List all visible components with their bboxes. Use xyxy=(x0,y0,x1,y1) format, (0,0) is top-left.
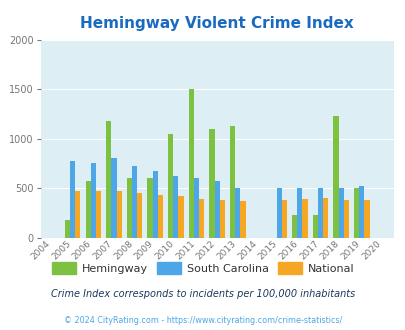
Bar xyxy=(111,158,116,238)
Bar xyxy=(230,126,235,238)
Bar xyxy=(209,129,214,238)
Bar xyxy=(116,190,121,238)
Bar xyxy=(188,89,194,238)
Bar xyxy=(137,193,142,238)
Bar xyxy=(296,188,302,238)
Text: Crime Index corresponds to incidents per 100,000 inhabitants: Crime Index corresponds to incidents per… xyxy=(51,289,354,299)
Bar xyxy=(106,121,111,238)
Bar xyxy=(126,178,132,238)
Bar xyxy=(75,190,80,238)
Bar xyxy=(276,188,281,238)
Bar xyxy=(70,161,75,238)
Bar xyxy=(65,220,70,238)
Bar xyxy=(358,185,363,238)
Bar xyxy=(96,190,101,238)
Title: Hemingway Violent Crime Index: Hemingway Violent Crime Index xyxy=(80,16,353,31)
Bar xyxy=(281,200,286,238)
Bar xyxy=(317,188,322,238)
Bar xyxy=(198,199,204,238)
Bar xyxy=(152,171,158,238)
Bar xyxy=(168,134,173,238)
Bar xyxy=(363,200,369,238)
Bar xyxy=(90,163,96,238)
Bar xyxy=(214,181,219,238)
Bar xyxy=(291,215,296,238)
Bar xyxy=(353,188,358,238)
Bar xyxy=(343,200,348,238)
Bar xyxy=(173,176,178,238)
Bar xyxy=(240,201,245,238)
Bar xyxy=(147,178,152,238)
Bar xyxy=(333,116,338,238)
Bar xyxy=(338,188,343,238)
Bar xyxy=(312,215,317,238)
Bar xyxy=(322,199,327,238)
Legend: Hemingway, South Carolina, National: Hemingway, South Carolina, National xyxy=(47,258,358,278)
Text: © 2024 CityRating.com - https://www.cityrating.com/crime-statistics/: © 2024 CityRating.com - https://www.city… xyxy=(64,316,341,325)
Bar xyxy=(158,195,162,238)
Bar xyxy=(132,166,137,238)
Bar xyxy=(219,200,224,238)
Bar xyxy=(85,181,90,238)
Bar xyxy=(178,196,183,238)
Bar xyxy=(194,178,198,238)
Bar xyxy=(235,188,240,238)
Bar xyxy=(302,199,307,238)
